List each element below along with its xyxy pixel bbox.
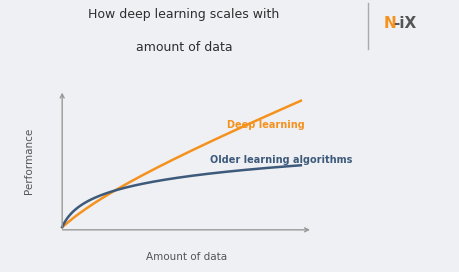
Text: -iX: -iX: [392, 16, 416, 31]
Text: Amount of data: Amount of data: [146, 252, 226, 262]
Text: Deep learning: Deep learning: [226, 120, 304, 130]
Text: Older learning algorithms: Older learning algorithms: [210, 155, 352, 165]
Text: Performance: Performance: [24, 127, 34, 194]
Text: How deep learning scales with: How deep learning scales with: [88, 8, 279, 21]
Text: amount of data: amount of data: [135, 41, 232, 54]
Text: N: N: [383, 16, 396, 31]
